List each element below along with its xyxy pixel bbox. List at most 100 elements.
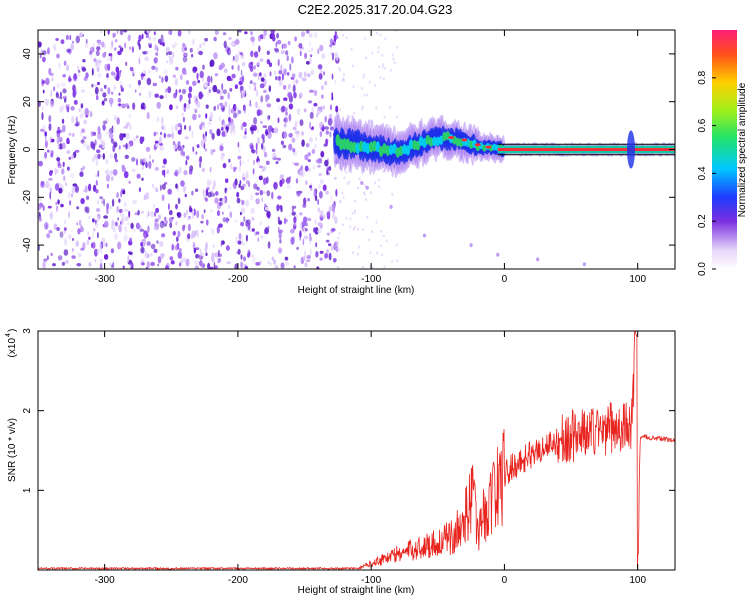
noise-speck — [137, 39, 140, 47]
noise-speck — [70, 43, 74, 51]
noise-speck — [255, 192, 259, 196]
noise-speck — [393, 164, 396, 168]
noise-speck — [364, 37, 367, 40]
noise-speck — [79, 171, 84, 177]
noise-speck — [349, 225, 352, 229]
noise-speck — [151, 183, 154, 188]
noise-speck — [278, 104, 280, 111]
noise-speck — [366, 215, 369, 219]
noise-speck — [175, 183, 178, 189]
noise-speck — [368, 80, 371, 84]
noise-speck — [326, 249, 330, 254]
noise-speck — [175, 236, 179, 242]
noise-speck — [110, 91, 114, 96]
noise-speck — [239, 85, 244, 92]
noise-speck — [89, 110, 92, 114]
noise-speck — [140, 242, 143, 247]
noise-speck — [38, 100, 41, 108]
noise-speck — [393, 61, 396, 65]
noise-speck — [242, 135, 247, 140]
noise-speck — [129, 237, 133, 243]
noise-speck — [238, 147, 241, 153]
noise-speck — [330, 245, 333, 252]
noise-speck — [44, 140, 48, 149]
noise-speck — [163, 69, 168, 74]
noise-speck — [48, 115, 52, 123]
noise-speck — [169, 56, 174, 65]
noise-speck — [334, 80, 337, 84]
noise-speck — [122, 190, 126, 195]
noise-speck — [205, 197, 208, 202]
noise-speck — [177, 251, 183, 259]
noise-speck — [169, 256, 174, 261]
noise-speck — [382, 169, 385, 173]
y-tick-label: -20 — [22, 190, 33, 205]
noise-speck — [123, 226, 127, 231]
noise-speck — [91, 242, 93, 249]
noise-speck — [96, 248, 99, 256]
noise-speck — [161, 194, 165, 201]
noise-speck — [80, 224, 83, 228]
noise-speck — [376, 31, 379, 35]
noise-speck — [68, 132, 72, 136]
noise-speck — [216, 128, 221, 137]
noise-speck — [153, 248, 158, 253]
noise-speck — [277, 216, 281, 222]
noise-speck — [342, 196, 345, 200]
noise-speck — [148, 160, 152, 169]
noise-speck — [114, 152, 118, 160]
noise-speck — [72, 74, 78, 82]
noise-speck — [57, 136, 60, 142]
spectrogram-x-label: Height of straight line (km) — [298, 285, 415, 296]
noise-speck — [271, 32, 275, 39]
noise-speck — [195, 253, 200, 259]
noise-speck — [202, 125, 206, 129]
noise-speck — [67, 166, 70, 171]
noise-speck — [245, 219, 249, 227]
noise-speck — [213, 180, 216, 188]
noise-speck — [248, 251, 251, 256]
noise-speck — [334, 216, 338, 224]
noise-speck — [324, 159, 329, 167]
noise-speck — [354, 211, 356, 215]
noise-speck — [82, 242, 86, 250]
noise-speck — [117, 217, 119, 221]
noise-speck — [292, 151, 298, 156]
noise-speck — [180, 74, 183, 81]
noise-speck — [327, 172, 330, 176]
noise-speck — [252, 168, 255, 175]
noise-speck — [99, 30, 103, 34]
noise-speck — [316, 113, 319, 118]
y-tick-label: 20 — [22, 96, 33, 108]
noise-speck — [80, 88, 86, 94]
noise-speck — [116, 70, 120, 79]
noise-speck — [128, 84, 131, 89]
noise-speck — [82, 141, 87, 148]
noise-speck — [63, 175, 66, 182]
noise-speck — [86, 144, 90, 151]
noise-speck — [211, 132, 215, 140]
noise-speck — [249, 228, 253, 233]
noise-speck — [238, 30, 242, 33]
noise-speck — [257, 237, 260, 242]
noise-speck — [84, 43, 89, 48]
noise-speck — [168, 55, 171, 59]
noise-speck — [70, 193, 74, 198]
noise-speck — [314, 31, 318, 39]
noise-speck — [389, 68, 392, 72]
noise-speck — [299, 50, 302, 57]
noise-speck — [233, 112, 238, 119]
noise-speck — [169, 30, 172, 36]
noise-speck — [249, 126, 254, 131]
noise-speck — [95, 95, 99, 101]
noise-speck — [96, 46, 101, 51]
noise-speck — [303, 108, 307, 113]
noise-speck — [121, 218, 124, 225]
noise-speck — [276, 39, 282, 45]
noise-speck — [97, 81, 100, 86]
noise-speck — [138, 57, 141, 65]
noise-speck — [116, 205, 120, 213]
noise-speck — [206, 179, 211, 187]
noise-speck — [156, 116, 160, 123]
noise-speck — [265, 94, 268, 103]
